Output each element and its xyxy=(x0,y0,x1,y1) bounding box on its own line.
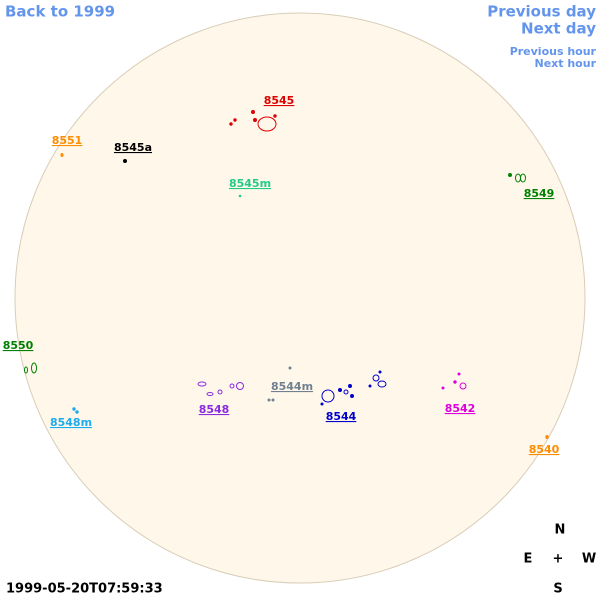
compass-north: N xyxy=(555,523,566,538)
back-link[interactable]: Back to 1999 xyxy=(5,3,115,21)
sunspot xyxy=(229,122,233,126)
region-label[interactable]: 8550 xyxy=(3,339,34,352)
sunspot xyxy=(338,388,342,392)
sunspot xyxy=(60,153,64,157)
sunspot xyxy=(229,383,235,389)
sunspot xyxy=(257,116,277,132)
region-label[interactable]: 8545m xyxy=(229,177,271,190)
sunspot xyxy=(197,381,207,387)
sunspot xyxy=(457,372,461,376)
sunspot xyxy=(441,386,445,390)
region-label[interactable]: 8542 xyxy=(445,402,476,415)
sunspot xyxy=(453,380,457,384)
sunspot xyxy=(368,384,372,388)
region-label[interactable]: 8549 xyxy=(524,187,555,200)
compass-east: E xyxy=(524,552,533,567)
sunspot xyxy=(233,118,237,122)
sunspot xyxy=(206,392,214,396)
region-label[interactable]: 8545 xyxy=(264,94,295,107)
previous-day-link[interactable]: Previous day xyxy=(487,3,596,21)
sunspot xyxy=(271,398,275,402)
region-label[interactable]: 8548m xyxy=(50,416,92,429)
region-label[interactable]: 8551 xyxy=(52,134,83,147)
solar-disk xyxy=(14,12,586,584)
sunspot xyxy=(343,389,349,395)
region-label[interactable]: 8544m xyxy=(271,380,313,393)
sunspot xyxy=(348,384,352,388)
compass-south: S xyxy=(553,582,562,597)
sunspot xyxy=(238,194,242,198)
sunspot xyxy=(123,159,127,163)
sunspot xyxy=(273,114,277,118)
region-label[interactable]: 8548 xyxy=(199,403,230,416)
sunspot xyxy=(372,374,380,382)
sunspot xyxy=(377,380,387,388)
sunspot xyxy=(217,389,223,395)
sunspot xyxy=(288,366,292,370)
compass-west: W xyxy=(582,552,596,567)
sunspot xyxy=(31,362,37,374)
sunspot xyxy=(75,410,79,414)
sunspot xyxy=(520,173,526,183)
previous-hour-link[interactable]: Previous hour xyxy=(510,45,597,58)
region-label[interactable]: 8540 xyxy=(529,443,560,456)
sunspot xyxy=(508,173,512,177)
sunspot xyxy=(253,118,257,122)
sunspot xyxy=(459,382,467,390)
sunspot xyxy=(320,402,324,406)
next-day-link[interactable]: Next day xyxy=(521,20,596,38)
sunspot xyxy=(236,382,244,390)
sunspot xyxy=(321,389,335,403)
sunspot xyxy=(378,370,382,374)
region-label[interactable]: 8545a xyxy=(114,141,152,154)
sunspot xyxy=(545,435,549,439)
sunspot xyxy=(72,407,76,411)
sunspot xyxy=(24,366,28,374)
sunspot xyxy=(251,110,255,114)
sunspot xyxy=(267,398,271,402)
timestamp: 1999-05-20T07:59:33 xyxy=(6,582,163,597)
next-hour-link[interactable]: Next hour xyxy=(535,57,597,70)
sunspot xyxy=(350,394,354,398)
region-label[interactable]: 8544 xyxy=(326,410,357,423)
compass-center: + xyxy=(553,552,564,567)
